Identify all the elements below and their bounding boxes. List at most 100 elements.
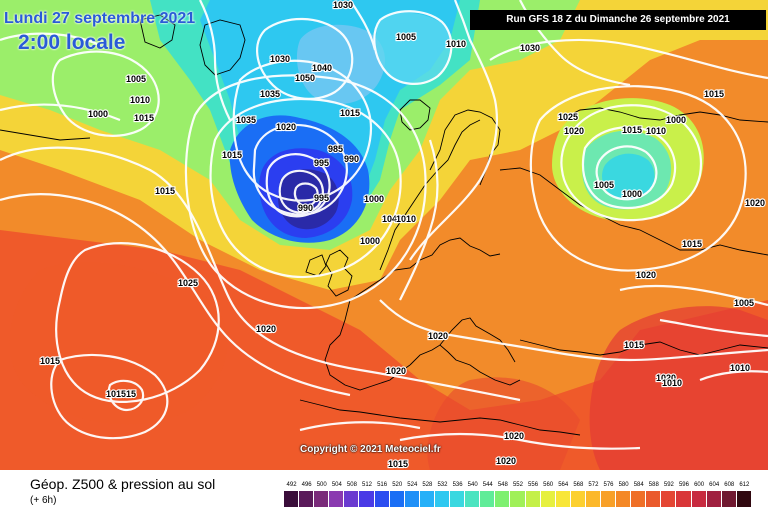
scale-tick-label: 516 (377, 482, 388, 488)
pressure-label: 1015 (622, 125, 642, 135)
pressure-label: 990 (298, 203, 313, 213)
scale-swatch (540, 491, 556, 507)
map-footer: Géop. Z500 & pression au sol (+ 6h) 492 4… (0, 470, 768, 512)
scale-swatch (555, 491, 571, 507)
pressure-label: 1010 (662, 378, 682, 388)
pressure-label: 1025 (178, 278, 198, 288)
pressure-label: 1040 (312, 63, 332, 73)
pressure-label: 1005 (396, 32, 416, 42)
pressure-label: 1020 (656, 373, 676, 383)
forecast-local-time: 2:00 locale (18, 31, 126, 54)
scale-tick-label: 548 (497, 482, 508, 488)
scale-tick-label: 560 (543, 482, 554, 488)
pressure-label: 1000 (622, 189, 642, 199)
scale-swatch (344, 491, 360, 507)
scale-tick-label: 600 (694, 482, 705, 488)
scale-swatch (419, 491, 435, 507)
scale-swatch (600, 491, 617, 507)
pressure-label: 985 (328, 144, 343, 154)
scale-swatch (721, 491, 737, 507)
pressure-label: 1040 (382, 214, 402, 224)
pressure-label: 1015 (682, 239, 702, 249)
model-run-label: Run GFS 18 Z du Dimanche 26 septembre 20… (470, 10, 766, 30)
scale-tick-label: 568 (573, 482, 584, 488)
pressure-label: 1035 (260, 89, 280, 99)
pressure-label: 1015 (155, 186, 175, 196)
scale-swatch (299, 491, 315, 507)
pressure-label: 1000 (666, 115, 686, 125)
scale-swatch (706, 491, 722, 507)
pressure-label: 1010 (646, 126, 666, 136)
pressure-label: 1015 (106, 389, 126, 399)
scale-swatch (510, 491, 526, 507)
pressure-label: 1020 (256, 324, 276, 334)
scale-swatch (691, 491, 707, 507)
pressure-label: 1050 (295, 73, 315, 83)
pressure-label: 1015 (388, 459, 408, 469)
scale-tick-label: 592 (663, 482, 674, 488)
scale-swatch (314, 491, 330, 507)
scale-tick-label: 608 (724, 482, 735, 488)
pressure-label: 1015 (40, 356, 60, 366)
pressure-label: 1005 (126, 74, 146, 84)
scale-swatch (480, 491, 496, 507)
pressure-label: 1000 (360, 236, 380, 246)
scale-tick-label: 576 (603, 482, 614, 488)
forecast-date: Lundi 27 septembre 2021 (4, 10, 196, 27)
scale-swatch (661, 491, 677, 507)
pressure-label: 1005 (594, 180, 614, 190)
copyright-notice: Copyright © 2021 Meteociel.fr (300, 444, 441, 455)
scale-tick-label: 596 (678, 482, 689, 488)
scale-tick-label: 524 (407, 482, 418, 488)
pressure-label: 1010 (446, 39, 466, 49)
pressure-label: 1010 (730, 363, 750, 373)
scale-swatch (631, 491, 647, 507)
scale-swatch (616, 491, 632, 507)
scale-tick-label: 508 (346, 482, 357, 488)
scale-tick-label: 584 (633, 482, 644, 488)
pressure-label: 990 (344, 154, 359, 164)
pressure-label: 1020 (564, 126, 584, 136)
pressure-label: 1005 (734, 298, 754, 308)
scale-tick-label: 500 (316, 482, 327, 488)
scale-tick-label: 504 (331, 482, 342, 488)
pressure-label: 1015 (704, 89, 724, 99)
scale-swatch (450, 491, 466, 507)
scale-tick-label: 556 (528, 482, 539, 488)
scale-swatches (284, 491, 752, 507)
pressure-label: 1000 (364, 194, 384, 204)
scale-swatch (495, 491, 511, 507)
product-title: Géop. Z500 & pression au sol (30, 476, 216, 492)
scale-tick-label: 580 (618, 482, 629, 488)
pressure-label: 1030 (520, 43, 540, 53)
scale-tick-label: 612 (739, 482, 750, 488)
scale-swatch (404, 491, 420, 507)
pressure-label: 1030 (333, 0, 353, 10)
pressure-label: 995 (314, 158, 329, 168)
pressure-label: 1020 (504, 431, 524, 441)
pressure-label: 1020 (636, 270, 656, 280)
pressure-label: 1020 (276, 122, 296, 132)
pressure-label: 1025 (558, 112, 578, 122)
pressure-label: 995 (314, 193, 329, 203)
pressure-label: 1020 (428, 331, 448, 341)
pressure-label: 1020 (745, 198, 765, 208)
scale-tick-labels: 492 496 500 504 508 512 516 520 524 528 532 536 540 5… (284, 480, 752, 490)
forecast-step: (+ 6h) (30, 495, 57, 506)
scale-swatch (585, 491, 601, 507)
color-scale-legend: 492 496 500 504 508 512 516 520 524 528 532 536 540 5… (284, 480, 752, 510)
pressure-label: 1030 (270, 54, 290, 64)
scale-swatch (736, 491, 752, 507)
scale-swatch (465, 491, 481, 507)
scale-tick-label: 528 (422, 482, 433, 488)
scale-tick-label: 532 (437, 482, 448, 488)
scale-tick-label: 540 (467, 482, 478, 488)
scale-swatch (329, 491, 345, 507)
pressure-label: 1015 (624, 340, 644, 350)
pressure-label: 1020 (386, 366, 406, 376)
pressure-label: 1035 (236, 115, 256, 125)
pressure-label: 1010 (130, 95, 150, 105)
scale-tick-label: 604 (709, 482, 720, 488)
scale-tick-label: 520 (392, 482, 403, 488)
